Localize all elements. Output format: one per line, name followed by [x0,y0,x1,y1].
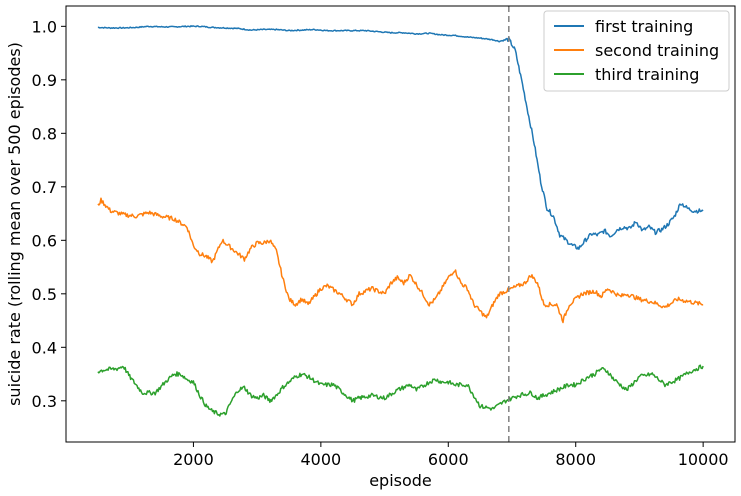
axes-frame [65,5,736,443]
legend-entry: first training [595,17,693,36]
y-tick-label: 0.3 [32,392,57,411]
legend-box [543,10,730,92]
legend-entry: third training [595,65,699,84]
x-axis-title: episode [369,471,432,490]
y-tick-label: 0.9 [32,71,57,90]
y-tick-label: 1.0 [32,17,57,36]
y-tick-label: 0.7 [32,178,57,197]
series-line-first-training [97,25,704,250]
y-tick-label: 0.8 [32,124,57,143]
y-tick-label: 0.5 [32,285,57,304]
y-tick-label: 0.4 [32,338,57,357]
y-axis: 0.3 0.4 0.5 0.6 0.7 0.8 0.9 1.0 [32,17,66,411]
x-axis: 2000 4000 6000 8000 10000 [173,442,729,469]
x-tick-label: 8000 [555,450,596,469]
series-layer [97,25,704,417]
x-tick-label: 6000 [428,450,469,469]
y-tick-label: 0.6 [32,231,57,250]
x-tick-label: 4000 [300,450,341,469]
series-line-third-training [97,364,704,417]
y-axis-title: suicide rate (rolling mean over 500 epis… [5,42,24,406]
x-tick-label: 10000 [678,450,729,469]
legend: first training second training third train… [543,10,730,92]
x-tick-label: 2000 [173,450,214,469]
legend-entry: second training [595,41,719,60]
series-line-second-training [97,197,704,324]
